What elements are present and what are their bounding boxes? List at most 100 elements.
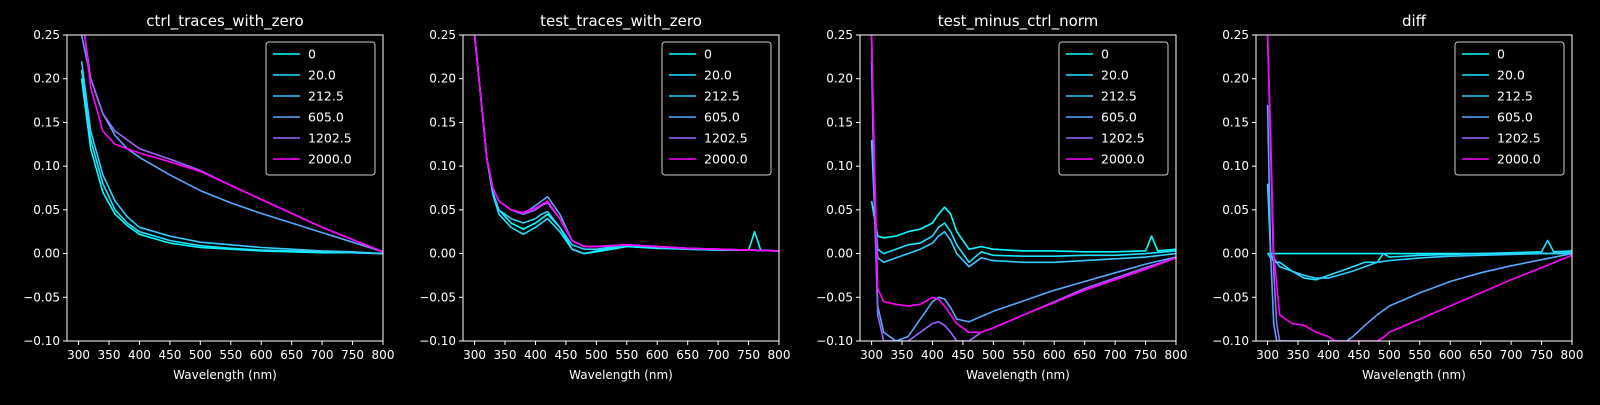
legend-label: 605.0 <box>704 110 740 125</box>
legend-label: 1202.5 <box>1101 131 1145 146</box>
y-tick-label: 0.10 <box>826 159 853 173</box>
x-tick-label: 750 <box>1530 348 1553 362</box>
x-tick-label: 300 <box>67 348 90 362</box>
y-tick-label: 0.05 <box>33 203 60 217</box>
x-tick-label: 600 <box>646 348 669 362</box>
x-tick-label: 700 <box>311 348 334 362</box>
x-tick-label: 350 <box>98 348 121 362</box>
chart-title: ctrl_traces_with_zero <box>146 12 303 31</box>
y-tick-label: 0.20 <box>826 72 853 86</box>
series-group <box>473 35 779 255</box>
x-axis-label: Wavelength (nm) <box>569 368 673 382</box>
x-tick-label: 550 <box>615 348 638 362</box>
y-tick-label: 0.10 <box>33 159 60 173</box>
legend: 0 20.0 212.5 605.0 1202.5 2000.0 <box>1058 41 1169 176</box>
series-line-212.5 <box>473 35 779 252</box>
legend-label: 1202.5 <box>308 131 352 146</box>
x-tick-label: 600 <box>1043 348 1066 362</box>
y-tick-label: 0.15 <box>826 115 853 129</box>
x-tick-label: 650 <box>1073 348 1096 362</box>
y-tick-label: 0.00 <box>429 247 456 261</box>
plot-frame <box>462 34 780 342</box>
y-tick-label: 0.15 <box>1222 115 1249 129</box>
y-tick-label: 0.00 <box>826 247 853 261</box>
series-line-2000.0 <box>473 35 779 252</box>
y-tick-label: −0.10 <box>23 334 60 348</box>
legend-label: 605.0 <box>1101 110 1137 125</box>
chart-panel-1: ctrl_traces_with_zero 300 350 400 450 500 550 6… <box>23 12 394 382</box>
legend-label: 2000.0 <box>308 152 352 167</box>
x-tick-label: 300 <box>463 348 486 362</box>
x-tick-label: 800 <box>372 348 395 362</box>
x-axis-label: Wavelength (nm) <box>1362 368 1466 382</box>
series-line-2000.0 <box>870 35 1176 334</box>
y-tick-label: −0.10 <box>419 334 456 348</box>
legend-label: 0 <box>308 47 316 62</box>
x-tick-label: 550 <box>1012 348 1035 362</box>
series-line-0 <box>80 78 383 255</box>
y-tick-label: 0.25 <box>429 28 456 42</box>
x-axis-label: Wavelength (nm) <box>173 368 277 382</box>
x-tick-label: 800 <box>1561 348 1584 362</box>
y-tick-label: −0.05 <box>419 290 456 304</box>
y-tick-label: −0.10 <box>1212 334 1249 348</box>
x-tick-label: 500 <box>1378 348 1401 362</box>
legend-label: 2000.0 <box>704 152 748 167</box>
legend-label: 212.5 <box>1101 89 1137 104</box>
legend-label: 20.0 <box>704 68 732 83</box>
x-tick-label: 550 <box>1408 348 1431 362</box>
series-line-0 <box>870 200 1176 253</box>
y-tick-label: −0.05 <box>23 290 60 304</box>
chart-title: diff <box>1402 12 1427 30</box>
series-line-212.5 <box>870 61 1176 268</box>
series-group <box>80 35 383 255</box>
legend-label: 1202.5 <box>704 131 748 146</box>
series-line-605.0 <box>870 35 1176 341</box>
series-line-212.5 <box>80 61 383 255</box>
legend-label: 212.5 <box>704 89 740 104</box>
series-line-1202.5 <box>870 35 1176 341</box>
y-tick-label: −0.10 <box>816 334 853 348</box>
legend-label: 2000.0 <box>1497 152 1541 167</box>
x-tick-label: 600 <box>250 348 273 362</box>
x-tick-label: 450 <box>554 348 577 362</box>
legend-label: 212.5 <box>1497 89 1533 104</box>
legend: 0 20.0 212.5 605.0 1202.5 2000.0 <box>1454 41 1565 176</box>
y-tick-label: 0.20 <box>1222 72 1249 86</box>
x-tick-label: 750 <box>341 348 364 362</box>
x-tick-label: 400 <box>524 348 547 362</box>
y-tick-label: 0.10 <box>429 159 456 173</box>
x-tick-label: 700 <box>707 348 730 362</box>
y-tick-label: 0.00 <box>1222 247 1249 261</box>
x-tick-label: 400 <box>128 348 151 362</box>
x-tick-label: 450 <box>951 348 974 362</box>
series-group <box>870 35 1176 341</box>
x-tick-label: 700 <box>1500 348 1523 362</box>
x-tick-label: 550 <box>219 348 242 362</box>
series-line-212.5 <box>1266 251 1572 279</box>
legend-label: 605.0 <box>1497 110 1533 125</box>
y-tick-label: 0.00 <box>33 247 60 261</box>
x-tick-label: 500 <box>189 348 212 362</box>
y-tick-label: 0.15 <box>429 115 456 129</box>
x-tick-label: 600 <box>1439 348 1462 362</box>
legend: 0 20.0 212.5 605.0 1202.5 2000.0 <box>265 41 376 176</box>
series-line-2000.0 <box>1266 35 1572 341</box>
series-line-605.0 <box>1266 104 1572 341</box>
chart-panel-3: test_minus_ctrl_norm 300 350 400 450 500 550 60… <box>816 12 1187 382</box>
y-tick-label: 0.05 <box>429 203 456 217</box>
chart-title: test_traces_with_zero <box>540 12 702 31</box>
series-group <box>1266 35 1572 341</box>
x-tick-label: 750 <box>737 348 760 362</box>
series-line-20.0 <box>1266 183 1572 281</box>
x-tick-label: 800 <box>768 348 791 362</box>
chart-panel-4: diff 300 350 400 450 500 550 600 650 700 750 800 0.2… <box>1212 12 1583 382</box>
legend-label: 0 <box>1101 47 1109 62</box>
x-tick-label: 350 <box>891 348 914 362</box>
legend-label: 605.0 <box>308 110 344 125</box>
plot-frame <box>66 34 384 342</box>
y-tick-label: 0.05 <box>826 203 853 217</box>
legend-label: 212.5 <box>308 89 344 104</box>
series-line-1202.5 <box>1266 35 1286 341</box>
